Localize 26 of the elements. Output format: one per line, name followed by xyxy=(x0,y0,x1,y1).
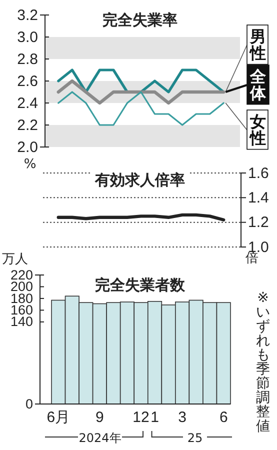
y-tick-label: 1.4 xyxy=(248,189,269,206)
y-tick-label: 2.2 xyxy=(17,116,38,134)
y-tick-label: 3.0 xyxy=(17,28,38,46)
y-tick-label: 1.2 xyxy=(248,214,269,232)
y-tick-label: 2.4 xyxy=(17,94,38,112)
x-tick-label: 12 xyxy=(132,409,150,426)
y-axis-title: % xyxy=(24,157,36,172)
y-tick-label: 2.8 xyxy=(17,50,38,68)
line-series xyxy=(58,91,224,126)
text: 25 xyxy=(187,431,203,445)
y-axis-title: 万人 xyxy=(2,252,28,267)
x-tick-label: 9 xyxy=(96,409,104,426)
y-tick-label: 1.6 xyxy=(248,164,269,182)
y-tick-label: 2.6 xyxy=(17,72,38,90)
x-tick-label: 6 xyxy=(219,409,228,426)
chart-title: 完全失業率 xyxy=(102,11,178,29)
y-tick-label: 0 xyxy=(26,396,33,412)
text: 2024年 xyxy=(78,431,122,445)
x-tick-label: 1 xyxy=(150,409,159,426)
x-tick-label: 6月 xyxy=(46,409,70,426)
text: ※いずれも季節調整値 xyxy=(256,290,270,435)
y-tick-label: 2.0 xyxy=(17,138,38,156)
x-tick-label: 3 xyxy=(178,409,186,426)
chart-title: 有効求人倍率 xyxy=(94,171,185,189)
chart-title: 完全失業者数 xyxy=(95,276,186,294)
y-tick-label: 3.2 xyxy=(17,6,38,24)
